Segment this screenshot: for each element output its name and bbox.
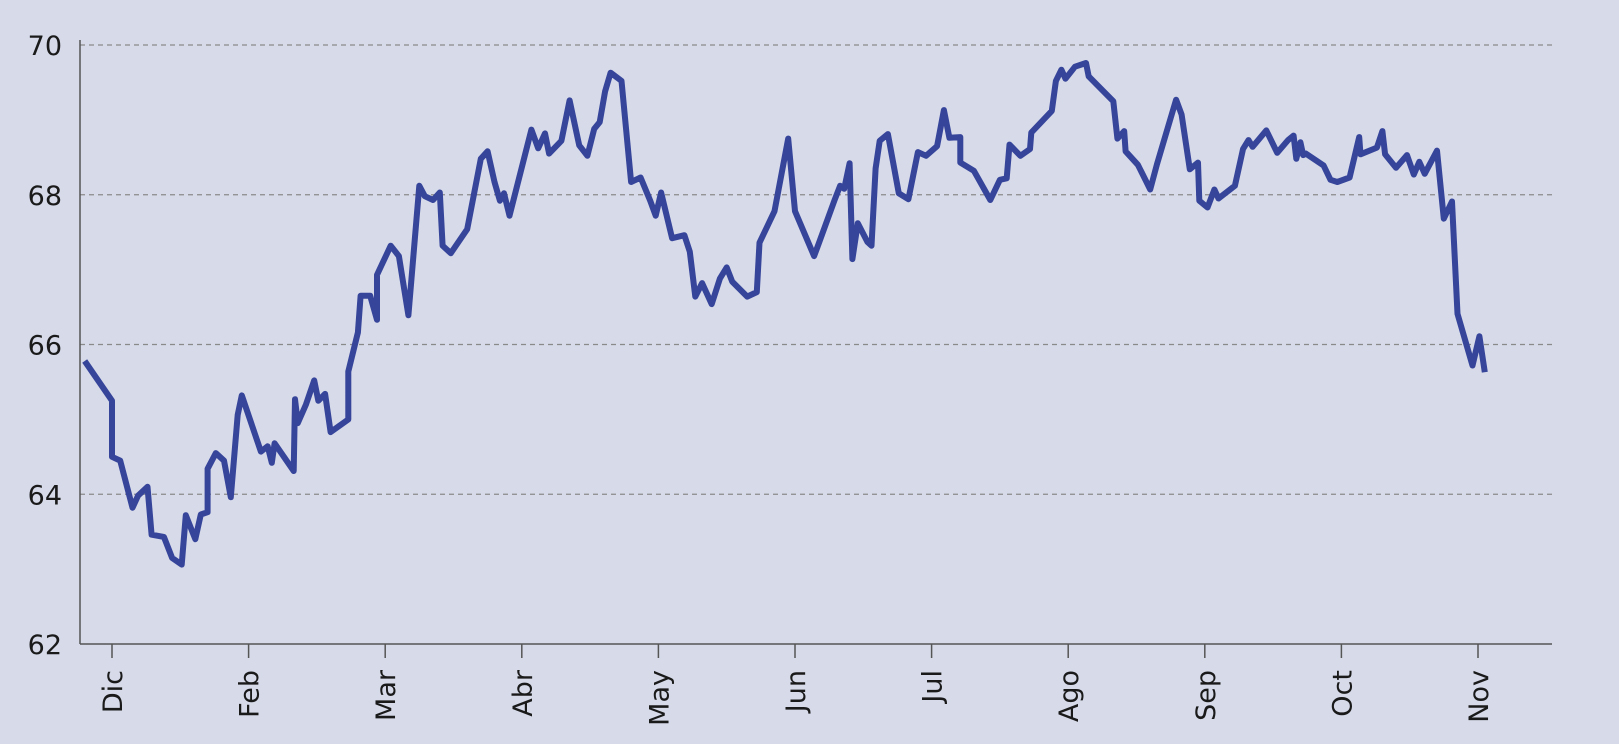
x-tick-label: Jul — [918, 670, 949, 705]
x-tick-label: Sep — [1191, 670, 1222, 721]
x-tick-label: Abr — [508, 669, 539, 717]
x-tick-label: Feb — [235, 670, 266, 718]
y-tick-label: 64 — [28, 480, 62, 511]
y-tick-label: 70 — [28, 31, 62, 62]
y-tick-labels: 62 64 66 68 70 — [28, 31, 62, 661]
x-tick-label: May — [644, 670, 675, 726]
series-group — [82, 60, 1488, 568]
grid-lines — [80, 44, 1552, 495]
x-tick-label: Jun — [781, 670, 812, 714]
y-tick-label: 62 — [28, 630, 62, 661]
x-tick-label: Nov — [1464, 670, 1495, 723]
y-tick-label: 68 — [28, 181, 62, 212]
x-tick-label: Ago — [1054, 670, 1085, 722]
series-line — [82, 60, 1488, 568]
axes — [79, 40, 1552, 645]
x-tick-label: Dic — [98, 670, 129, 713]
x-tick-labels: Dic Feb Mar Abr May Jun Jul Ago Sep Oct Nov — [98, 644, 1495, 726]
x-tick-label: Mar — [371, 669, 402, 721]
x-tick-label: Oct — [1327, 670, 1358, 717]
y-tick-label: 66 — [28, 331, 62, 362]
